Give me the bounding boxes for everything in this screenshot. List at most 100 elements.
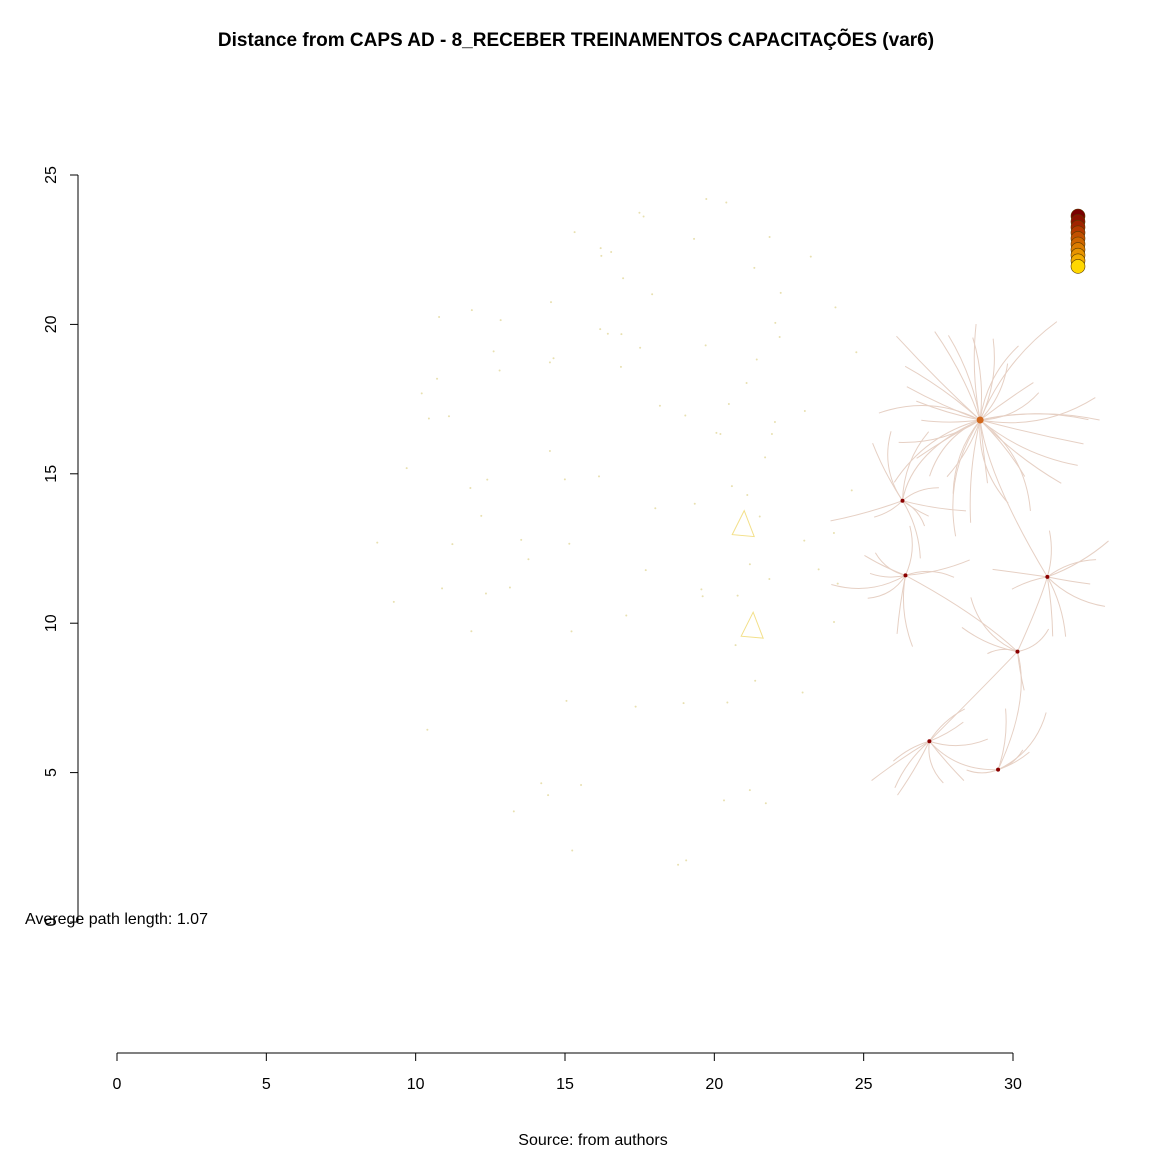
- isolated-node: [719, 432, 722, 435]
- isolated-node: [834, 306, 837, 309]
- isolated-node: [748, 563, 751, 566]
- edge: [1047, 559, 1097, 578]
- edge: [969, 419, 981, 523]
- edge: [871, 740, 930, 781]
- legend: [1070, 208, 1086, 274]
- isolated-node: [565, 699, 568, 702]
- isolated-node: [484, 592, 487, 595]
- isolated-node: [571, 849, 574, 852]
- edge: [1047, 540, 1109, 578]
- edge: [997, 651, 1022, 770]
- isolated-node: [803, 539, 806, 542]
- isolated-node: [638, 211, 641, 214]
- isolated-node: [758, 515, 761, 518]
- edge: [1017, 628, 1050, 653]
- edge: [997, 708, 1007, 770]
- isolated-node: [568, 542, 571, 545]
- edge: [874, 500, 903, 518]
- edge: [973, 323, 981, 421]
- isolated-node: [527, 558, 530, 561]
- isolated-node: [570, 630, 573, 633]
- isolated-node: [486, 478, 489, 481]
- isolated-node: [441, 587, 444, 590]
- isolated-node: [642, 215, 645, 218]
- edge: [979, 321, 1058, 421]
- edge: [987, 648, 1018, 655]
- source-caption: Source: from authors: [518, 1132, 668, 1149]
- isolated-node: [480, 514, 483, 517]
- isolated-node: [426, 728, 429, 731]
- isolated-node: [677, 863, 680, 866]
- x-tick-label: 30: [1004, 1076, 1022, 1093]
- edge: [902, 487, 939, 502]
- edge: [979, 419, 1078, 466]
- edge: [1046, 576, 1067, 637]
- isolated-node: [438, 316, 441, 319]
- isolated-node: [427, 417, 430, 420]
- isolated-node: [817, 568, 820, 571]
- isolated-node: [651, 293, 654, 296]
- edge: [902, 419, 981, 501]
- isolated-node: [447, 415, 450, 418]
- isolated-node: [727, 402, 730, 405]
- edge: [902, 500, 929, 517]
- isolated-node: [730, 485, 733, 488]
- edge: [952, 419, 981, 537]
- isolated-node: [736, 594, 739, 597]
- edge: [1046, 576, 1054, 637]
- isolated-node: [753, 266, 756, 269]
- isolated-node: [597, 475, 600, 478]
- edge: [878, 405, 981, 421]
- edge: [992, 568, 1048, 578]
- isolated-node: [573, 231, 576, 234]
- isolated-node: [801, 691, 804, 694]
- isolated-node: [779, 291, 782, 294]
- isolated-node: [773, 420, 776, 423]
- hub-node: [976, 416, 984, 424]
- edge: [1011, 576, 1048, 590]
- isolated-node: [754, 679, 757, 682]
- isolated-node: [599, 247, 602, 250]
- isolated-node: [548, 361, 551, 364]
- edge: [906, 386, 981, 421]
- y-tick-label: 0: [43, 917, 60, 926]
- edge: [934, 331, 981, 421]
- isolated-node: [420, 392, 423, 395]
- isolated-node: [701, 595, 704, 598]
- y-tick-label: 10: [43, 614, 60, 632]
- isolated-node: [644, 569, 647, 572]
- isolated-node: [855, 351, 858, 354]
- isolated-node: [625, 614, 628, 617]
- edge: [897, 741, 930, 796]
- edge: [966, 769, 999, 774]
- chart-title: Distance from CAPS AD - 8_RECEBER TREINA…: [217, 30, 935, 51]
- average-path-length-label: Averege path length: 1.07: [25, 911, 208, 928]
- y-tick-label: 15: [43, 465, 60, 483]
- edges-layer: [731, 321, 1109, 796]
- edge: [902, 500, 967, 512]
- edge: [916, 400, 981, 421]
- edge: [1017, 576, 1048, 652]
- edge: [905, 559, 970, 576]
- isolated-node: [725, 201, 728, 204]
- isolated-node: [499, 319, 502, 322]
- edge: [893, 740, 930, 762]
- hub-node: [927, 739, 932, 744]
- isolated-node: [684, 414, 687, 417]
- edge: [921, 419, 981, 423]
- edge: [1047, 576, 1091, 585]
- x-tick-label: 5: [262, 1076, 271, 1093]
- edge: [830, 500, 903, 522]
- isolated-node: [768, 236, 771, 239]
- isolated-node: [734, 644, 737, 647]
- edge: [869, 572, 906, 578]
- y-tick-label: 25: [43, 166, 60, 184]
- isolated-node: [548, 450, 551, 453]
- edge: [1016, 651, 1025, 691]
- edge: [898, 419, 981, 443]
- edge: [980, 413, 1089, 421]
- edge: [980, 392, 1040, 421]
- isolated-node: [748, 789, 751, 792]
- edge: [902, 575, 914, 647]
- isolated-node: [540, 782, 543, 785]
